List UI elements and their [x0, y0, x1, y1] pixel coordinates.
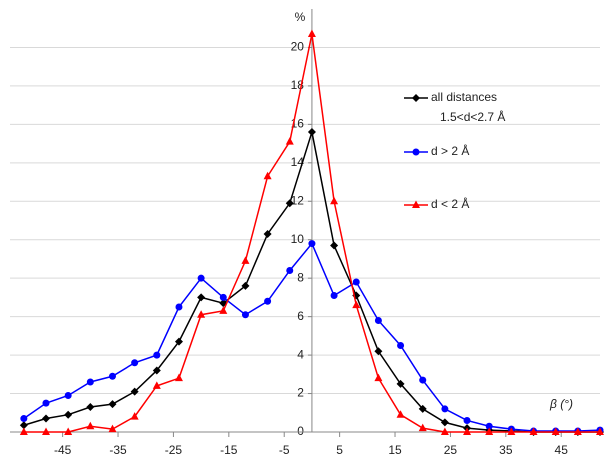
marker — [130, 412, 139, 420]
marker — [418, 404, 427, 413]
marker — [485, 427, 494, 435]
marker — [174, 373, 183, 382]
marker — [131, 359, 139, 367]
y-axis-label: % — [295, 10, 306, 24]
marker — [219, 293, 227, 301]
marker — [108, 424, 117, 433]
marker — [330, 196, 339, 205]
marker — [463, 416, 471, 424]
marker — [264, 297, 272, 305]
marker — [397, 341, 405, 349]
x-tick-label: -45 — [54, 443, 72, 457]
legend-label: all distances — [431, 90, 497, 104]
marker — [307, 128, 316, 137]
marker — [108, 400, 117, 409]
marker — [64, 391, 72, 399]
marker — [330, 291, 338, 299]
y-tick-label: 20 — [291, 40, 305, 54]
marker — [86, 421, 95, 430]
marker — [175, 303, 183, 311]
legend-label: d > 2 Å — [431, 143, 469, 158]
marker — [197, 293, 206, 302]
x-tick-label: -25 — [165, 443, 183, 457]
marker — [64, 427, 73, 435]
y-tick-label: 4 — [297, 347, 304, 361]
marker — [152, 366, 161, 375]
marker — [153, 351, 161, 359]
marker — [42, 427, 51, 435]
y-tick-label: 8 — [297, 270, 304, 284]
marker — [241, 311, 249, 319]
marker — [64, 410, 73, 419]
marker — [108, 372, 116, 380]
x-tick-label: 35 — [499, 443, 513, 457]
legend-marker — [412, 94, 420, 102]
marker — [308, 240, 316, 248]
marker — [352, 300, 361, 309]
marker — [352, 278, 360, 286]
marker — [130, 387, 139, 396]
legend-marker — [412, 200, 420, 208]
marker — [374, 373, 383, 382]
marker — [197, 310, 206, 318]
x-tick-label: 5 — [336, 443, 343, 457]
marker — [529, 427, 538, 435]
marker — [263, 171, 272, 180]
x-tick-label: -5 — [279, 443, 290, 457]
y-tick-label: 2 — [297, 386, 304, 400]
marker — [418, 423, 427, 432]
marker — [19, 427, 28, 435]
marker — [485, 422, 493, 430]
x-tick-label: 15 — [388, 443, 402, 457]
marker — [241, 281, 250, 290]
marker — [374, 347, 383, 356]
marker — [197, 274, 205, 282]
marker — [19, 421, 28, 430]
marker — [463, 427, 472, 435]
y-tick-label: 10 — [291, 232, 305, 246]
x-tick-label: -15 — [220, 443, 238, 457]
marker — [507, 427, 516, 435]
marker — [285, 137, 294, 145]
marker — [440, 427, 449, 435]
marker — [152, 381, 161, 389]
marker — [219, 306, 228, 314]
marker — [286, 266, 294, 274]
y-tick-label: 12 — [291, 193, 305, 207]
x-axis-label: β (°) — [549, 397, 573, 411]
marker — [174, 337, 183, 346]
x-tick-label: 45 — [555, 443, 569, 457]
marker — [330, 241, 339, 250]
marker — [42, 414, 51, 423]
y-tick-label: 6 — [297, 309, 304, 323]
marker — [596, 427, 604, 435]
marker — [396, 410, 405, 418]
marker — [396, 379, 405, 388]
marker — [42, 399, 50, 407]
marker — [441, 405, 449, 413]
y-tick-label: 0 — [297, 424, 304, 438]
marker — [573, 427, 582, 435]
marker — [263, 229, 272, 238]
marker — [374, 316, 382, 324]
legend-note: 1.5<d<2.7 Å — [440, 109, 505, 124]
legend-marker — [412, 148, 420, 156]
marker — [20, 415, 28, 423]
marker — [86, 378, 94, 386]
marker — [419, 376, 427, 384]
marker — [86, 403, 95, 412]
marker — [307, 29, 316, 37]
marker — [241, 256, 250, 264]
x-tick-label: -35 — [109, 443, 127, 457]
marker — [551, 427, 560, 435]
marker — [440, 418, 449, 427]
marker — [285, 199, 294, 208]
legend-label: d < 2 Å — [431, 196, 469, 211]
x-tick-label: 25 — [444, 443, 458, 457]
